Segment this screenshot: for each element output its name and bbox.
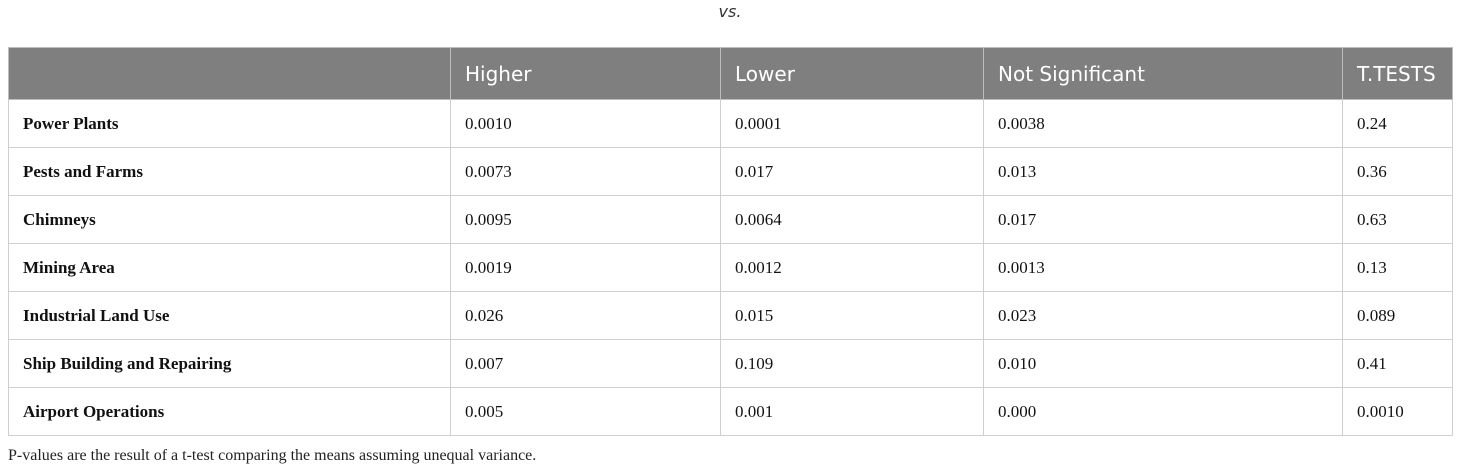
table-cell: 0.0019: [450, 243, 721, 292]
header-row: Higher Lower Not Significant T.TESTS: [8, 47, 1453, 100]
row-label: Airport Operations: [8, 387, 451, 436]
table-row: Airport Operations 0.005 0.001 0.000 0.0010: [8, 387, 1453, 436]
table-cell: 0.41: [1342, 339, 1453, 388]
row-label: Industrial Land Use: [8, 291, 451, 340]
row-label: Ship Building and Repairing: [8, 339, 451, 388]
table-cell: 0.0064: [720, 195, 984, 244]
table-cell: 0.007: [450, 339, 721, 388]
table-cell: 0.026: [450, 291, 721, 340]
table-cell: 0.0038: [983, 99, 1343, 148]
header-cell: Lower: [720, 47, 984, 100]
data-table: Higher Lower Not Significant T.TESTS Power …: [8, 47, 1453, 436]
table-cell: 0.109: [720, 339, 984, 388]
table-row: Chimneys 0.0095 0.0064 0.017 0.63: [8, 195, 1453, 244]
table-cell: 0.13: [1342, 243, 1453, 292]
table-row: Mining Area 0.0019 0.0012 0.0013 0.13: [8, 243, 1453, 292]
table-cell: 0.24: [1342, 99, 1453, 148]
table-cell: 0.017: [720, 147, 984, 196]
row-label: Mining Area: [8, 243, 451, 292]
header-cell: Higher: [450, 47, 721, 100]
footnote: P-values are the result of a t-test comp…: [8, 447, 537, 464]
table-cell: 0.000: [983, 387, 1343, 436]
table-cell: 0.63: [1342, 195, 1453, 244]
table-cell: 0.0095: [450, 195, 721, 244]
header-cell: T.TESTS: [1342, 47, 1453, 100]
table-cell: 0.36: [1342, 147, 1453, 196]
table-cell: 0.013: [983, 147, 1343, 196]
title: vs.: [718, 2, 742, 21]
table-cell: 0.089: [1342, 291, 1453, 340]
table-cell: 0.0010: [450, 99, 721, 148]
table-cell: 0.0010: [1342, 387, 1453, 436]
table-cell: 0.015: [720, 291, 984, 340]
table-cell: 0.0012: [720, 243, 984, 292]
row-label: Chimneys: [8, 195, 451, 244]
table-row: Industrial Land Use 0.026 0.015 0.023 0.089: [8, 291, 1453, 340]
header-cell: Not Significant: [983, 47, 1343, 100]
table-cell: 0.0073: [450, 147, 721, 196]
header-cell: [8, 47, 451, 100]
table-cell: 0.010: [983, 339, 1343, 388]
row-label: Pests and Farms: [8, 147, 451, 196]
table-cell: 0.0001: [720, 99, 984, 148]
table-row: Ship Building and Repairing 0.007 0.109 0.0…: [8, 339, 1453, 388]
table-cell: 0.005: [450, 387, 721, 436]
table-body: Power Plants 0.0010 0.0001 0.0038 0.24 Pests …: [8, 99, 1453, 436]
table-cell: 0.0013: [983, 243, 1343, 292]
table-cell: 0.001: [720, 387, 984, 436]
row-label: Power Plants: [8, 99, 451, 148]
table-cell: 0.017: [983, 195, 1343, 244]
table-cell: 0.023: [983, 291, 1343, 340]
table-row: Pests and Farms 0.0073 0.017 0.013 0.36: [8, 147, 1453, 196]
table-row: Power Plants 0.0010 0.0001 0.0038 0.24: [8, 99, 1453, 148]
